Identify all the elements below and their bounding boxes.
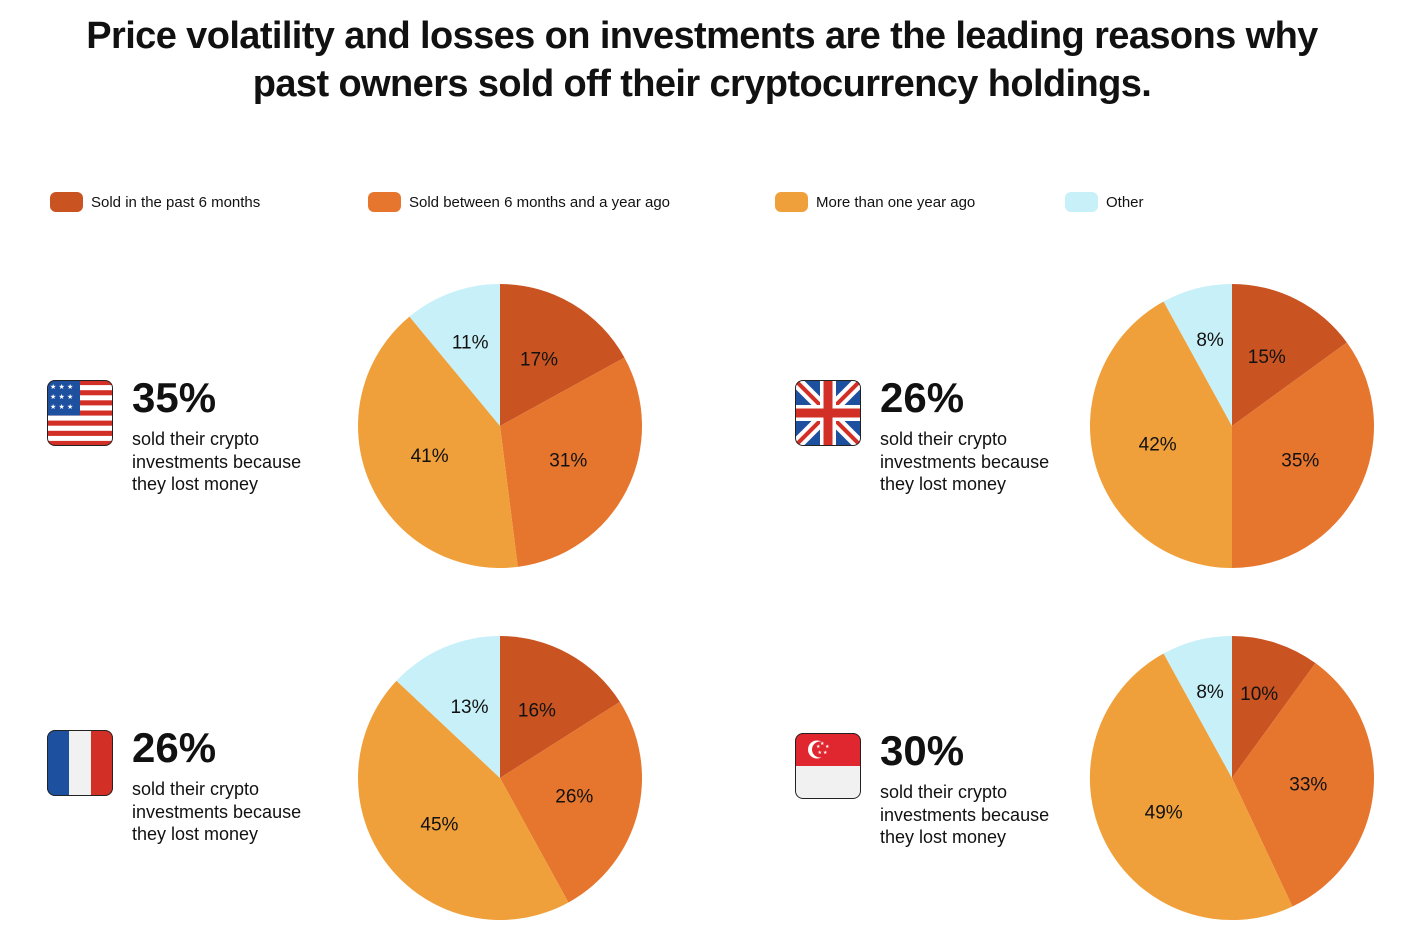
svg-text:★: ★ — [820, 741, 825, 747]
svg-text:★: ★ — [823, 750, 828, 756]
legend-item-6-months-to-year: Sold between 6 months and a year ago — [368, 191, 670, 213]
slice-label: 15% — [1248, 347, 1286, 368]
slice-label: 8% — [1196, 330, 1224, 351]
slice-other — [396, 636, 500, 778]
legend-item-over-one-year: More than one year ago — [775, 191, 975, 213]
uk-flag-icon — [795, 380, 861, 446]
svg-text:★ ★ ★: ★ ★ ★ — [50, 383, 73, 391]
slice-label: 31% — [549, 450, 587, 471]
chart-title: Price volatility and losses on investmen… — [0, 12, 1404, 108]
headline-caption: sold their crypto investments because th… — [880, 429, 1050, 494]
slice-other — [1163, 636, 1232, 778]
slice-label: 26% — [555, 787, 593, 808]
chart-title-line-2: past owners sold off their cryptocurrenc… — [252, 63, 1152, 105]
singapore-flag-icon: ★ ★ ★ ★ ★ — [795, 733, 861, 799]
legend-item-other: Other — [1065, 191, 1144, 213]
pie-chart-france: 16% 26% 45% 13% — [357, 636, 643, 921]
legend-swatch — [368, 192, 401, 212]
legend-item-past-6-months: Sold in the past 6 months — [50, 191, 260, 213]
svg-text:★: ★ — [825, 744, 830, 750]
slice-label: 35% — [1281, 450, 1319, 471]
slice-label: 41% — [411, 446, 449, 467]
us-flag-icon: ★ ★ ★ ★ ★ ★ ★ ★ ★ — [47, 380, 113, 446]
slice-label: 49% — [1145, 802, 1183, 823]
headline-percent: 35% — [132, 374, 217, 421]
slice-label: 45% — [420, 815, 458, 836]
slice-6-months-to-year — [500, 357, 643, 567]
headline-caption: sold their crypto investments because th… — [132, 429, 302, 494]
headline-caption: sold their crypto investments because th… — [880, 782, 1050, 847]
slice-past-6-months — [500, 284, 625, 426]
slice-label: 17% — [520, 350, 558, 371]
slice-over-one-year — [357, 680, 569, 921]
slice-past-6-months — [1232, 636, 1316, 778]
chart-title-line-1: Price volatility and losses on investmen… — [86, 15, 1318, 57]
svg-text:★ ★ ★: ★ ★ ★ — [50, 393, 73, 401]
legend-swatch — [1065, 192, 1098, 212]
slice-label: 16% — [518, 700, 556, 721]
pie-chart-singapore: 10% 33% 49% 8% — [1089, 636, 1375, 921]
slice-label: 42% — [1139, 435, 1177, 456]
legend-swatch — [775, 192, 808, 212]
slice-6-months-to-year — [1232, 342, 1375, 568]
slice-label: 33% — [1289, 775, 1327, 796]
pie-chart-us: 17% 31% 41% 11% — [358, 284, 643, 568]
slice-over-one-year — [1089, 301, 1232, 568]
pie-chart-uk: 15% 35% 42% 8% — [1089, 284, 1375, 568]
legend-swatch — [50, 192, 83, 212]
svg-text:★: ★ — [816, 744, 821, 750]
headline-percent: 26% — [880, 374, 965, 421]
legend-label: Sold between 6 months and a year ago — [409, 193, 671, 211]
svg-text:★ ★ ★: ★ ★ ★ — [50, 403, 73, 411]
legend-label: More than one year ago — [816, 193, 976, 211]
headline-caption: sold their crypto investments because th… — [132, 779, 302, 844]
headline-percent: 26% — [132, 724, 217, 771]
slice-other — [1163, 284, 1232, 426]
slice-other — [409, 284, 500, 426]
slice-label: 10% — [1240, 684, 1278, 705]
headline-percent: 30% — [880, 727, 965, 774]
slice-label: 11% — [452, 333, 489, 354]
slice-label: 8% — [1196, 682, 1224, 703]
slice-label: 13% — [450, 697, 488, 718]
slice-over-one-year — [1089, 653, 1293, 921]
slice-past-6-months — [500, 636, 620, 778]
slice-past-6-months — [1232, 284, 1347, 426]
legend-label: Other — [1106, 193, 1144, 211]
legend-label: Sold in the past 6 months — [91, 193, 261, 211]
france-flag-icon — [47, 730, 113, 796]
slice-6-months-to-year — [500, 701, 643, 903]
slice-6-months-to-year — [1232, 663, 1375, 907]
svg-text:★: ★ — [818, 750, 823, 756]
slice-over-one-year — [358, 316, 518, 568]
